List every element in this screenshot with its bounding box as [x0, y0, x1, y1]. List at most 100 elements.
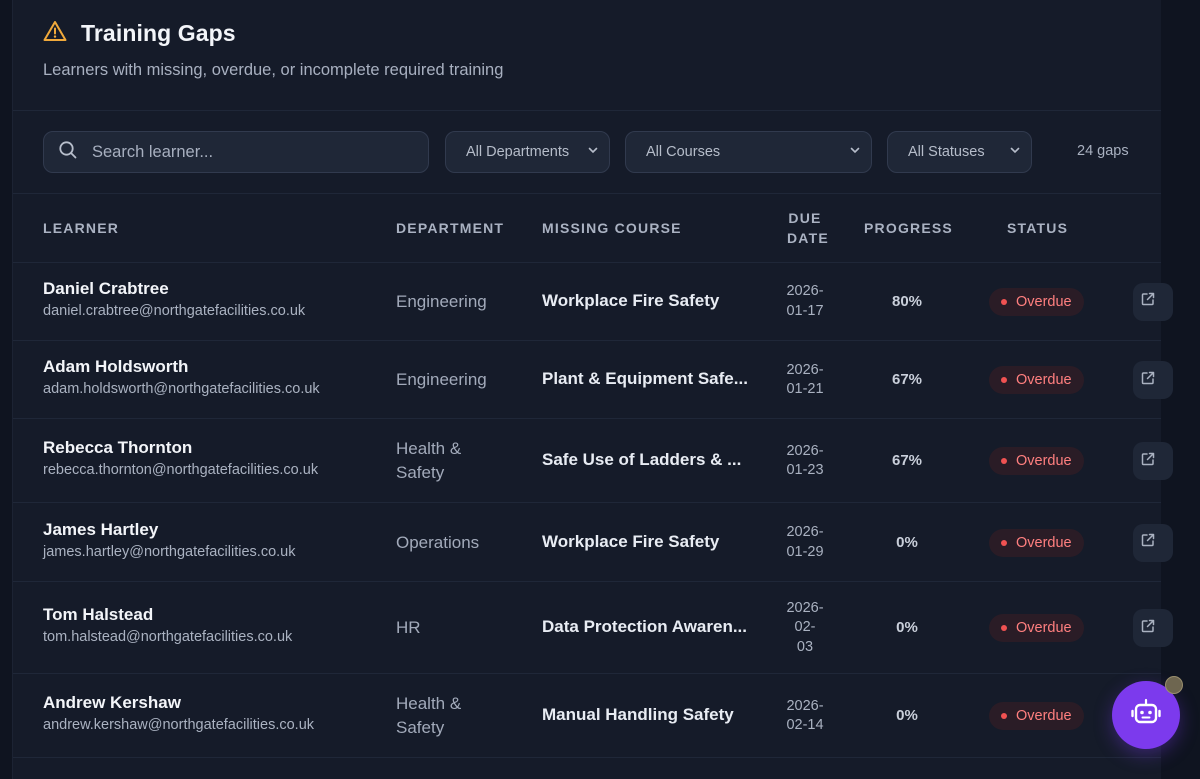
status-dot — [1001, 625, 1007, 631]
due-date-cell: 2026- 02-14 — [780, 697, 830, 736]
status-filter[interactable]: All Statuses — [887, 131, 1032, 173]
external-link-icon — [1140, 618, 1156, 639]
open-learner-button[interactable] — [1133, 609, 1173, 647]
column-header-learner: LEARNER — [43, 220, 120, 236]
department-text: Safety — [396, 463, 445, 482]
due-date-part: 2026- — [786, 361, 824, 378]
due-date-cell: 2026- 02- 03 — [780, 599, 830, 658]
status-dot — [1001, 377, 1007, 383]
status-filter-value: All Statuses — [908, 144, 985, 160]
learner-cell: Adam Holdsworth adam.holdsworth@northgat… — [43, 357, 320, 397]
status-text: Overdue — [1016, 620, 1072, 636]
missing-course: Data Protection Awaren... — [542, 617, 747, 636]
due-date-part: 01-17 — [786, 302, 824, 319]
status-text: Overdue — [1016, 293, 1072, 310]
due-header-line2: DATE — [787, 230, 829, 246]
status-text: Overdue — [1016, 453, 1072, 469]
external-link-icon — [1140, 532, 1156, 553]
progress-value: 0% — [896, 619, 918, 636]
learner-email: james.hartley@northgatefacilities.co.uk — [43, 543, 296, 560]
progress-value: 0% — [896, 533, 918, 551]
column-header-course: MISSING COURSE — [542, 220, 682, 236]
due-date-part: 01-23 — [786, 462, 824, 478]
chevron-down-icon — [1009, 144, 1021, 160]
department-filter[interactable]: All Departments — [445, 131, 610, 173]
search-icon — [58, 140, 78, 165]
open-learner-button[interactable] — [1133, 442, 1173, 480]
learner-name: Adam Holdsworth — [43, 357, 189, 376]
search-placeholder: Search learner... — [92, 142, 214, 161]
table-row: Tom Halstead tom.halstead@northgatefacil… — [13, 582, 1173, 674]
department-text: Health & — [396, 439, 462, 458]
learner-name: Daniel Crabtree — [43, 278, 169, 298]
learner-cell: Tom Halstead tom.halstead@northgatefacil… — [43, 605, 292, 645]
status-dot — [1001, 298, 1007, 305]
open-learner-button[interactable] — [1133, 523, 1173, 562]
filter-toolbar: Search learner... All Departments All Co… — [43, 130, 1129, 174]
open-learner-button[interactable] — [1133, 361, 1173, 399]
missing-course: Manual Handling Safety — [542, 705, 734, 724]
column-header-department: DEPARTMENT — [396, 220, 505, 236]
column-header-status: STATUS — [1007, 220, 1069, 236]
due-date-part: 01-29 — [786, 543, 824, 560]
status-text: Overdue — [1016, 534, 1072, 551]
training-gaps-panel: Training Gaps Learners with missing, ove… — [12, 0, 1173, 779]
robot-icon — [1130, 698, 1162, 733]
column-header-due-date: DUE DATE — [787, 208, 828, 248]
chevron-down-icon — [849, 144, 861, 160]
table-row: Andrew Kershaw andrew.kershaw@northgatef… — [13, 674, 1173, 758]
due-date-cell: 2026- 01-29 — [780, 523, 830, 562]
department-cell: Health & Safety — [396, 437, 461, 485]
status-badge: Overdue — [989, 528, 1084, 557]
gap-count: 24 gaps — [1077, 143, 1129, 159]
status-text: Overdue — [1016, 708, 1072, 724]
department-text: HR — [396, 618, 421, 637]
page-subtitle: Learners with missing, overdue, or incom… — [43, 61, 504, 79]
page-title: Training Gaps — [81, 20, 236, 46]
table-row: James Hartley james.hartley@northgatefac… — [13, 503, 1173, 582]
due-date-part: 2026- — [786, 283, 824, 299]
search-input[interactable]: Search learner... — [43, 131, 429, 173]
table-row: Daniel Crabtree daniel.crabtree@northgat… — [13, 262, 1173, 341]
due-header-line1: DUE — [788, 210, 822, 226]
learner-cell: Rebecca Thornton rebecca.thornton@northg… — [43, 438, 318, 478]
open-learner-button[interactable] — [1133, 282, 1173, 321]
due-date-part: 2026- — [786, 599, 824, 616]
progress-value: 67% — [891, 452, 923, 469]
divider — [13, 262, 1161, 263]
external-link-icon — [1140, 451, 1156, 472]
course-filter[interactable]: All Courses — [625, 131, 872, 173]
status-dot — [1001, 713, 1007, 719]
learner-email: adam.holdsworth@northgatefacilities.co.u… — [43, 381, 320, 397]
learner-cell: Daniel Crabtree daniel.crabtree@northgat… — [43, 279, 305, 319]
progress-value: 80% — [891, 292, 923, 310]
status-dot — [1001, 458, 1007, 464]
divider — [13, 110, 1161, 111]
learner-email: daniel.crabtree@northgatefacilities.co.u… — [43, 302, 306, 319]
status-badge: Overdue — [989, 366, 1084, 394]
due-date-part: 02-14 — [786, 717, 824, 733]
department-text: Health & — [396, 694, 462, 713]
column-header-progress: PROGRESS — [864, 220, 953, 236]
status-badge: Overdue — [989, 614, 1084, 642]
due-date-cell: 2026- 01-21 — [780, 361, 830, 400]
learner-name: James Hartley — [43, 519, 159, 539]
department-filter-value: All Departments — [466, 144, 570, 160]
due-date-part: 02- — [794, 619, 816, 636]
notification-dot — [1165, 676, 1183, 694]
department-text: Engineering — [396, 370, 487, 389]
learner-cell: Andrew Kershaw andrew.kershaw@northgatef… — [43, 693, 314, 733]
department-cell: Engineering — [396, 368, 487, 392]
chevron-down-icon — [587, 144, 599, 160]
status-text: Overdue — [1016, 372, 1072, 388]
missing-course: Plant & Equipment Safe... — [542, 369, 748, 388]
course-filter-value: All Courses — [646, 144, 721, 160]
learner-name: Tom Halstead — [43, 605, 154, 624]
learner-cell: James Hartley james.hartley@northgatefac… — [43, 520, 295, 560]
due-date-part: 03 — [796, 638, 814, 655]
table-row: Rebecca Thornton rebecca.thornton@northg… — [13, 419, 1173, 503]
progress-value: 0% — [896, 707, 918, 724]
missing-course: Workplace Fire Safety — [542, 531, 720, 551]
warning-triangle-icon — [43, 20, 67, 47]
due-date-cell: 2026- 01-17 — [780, 282, 830, 321]
